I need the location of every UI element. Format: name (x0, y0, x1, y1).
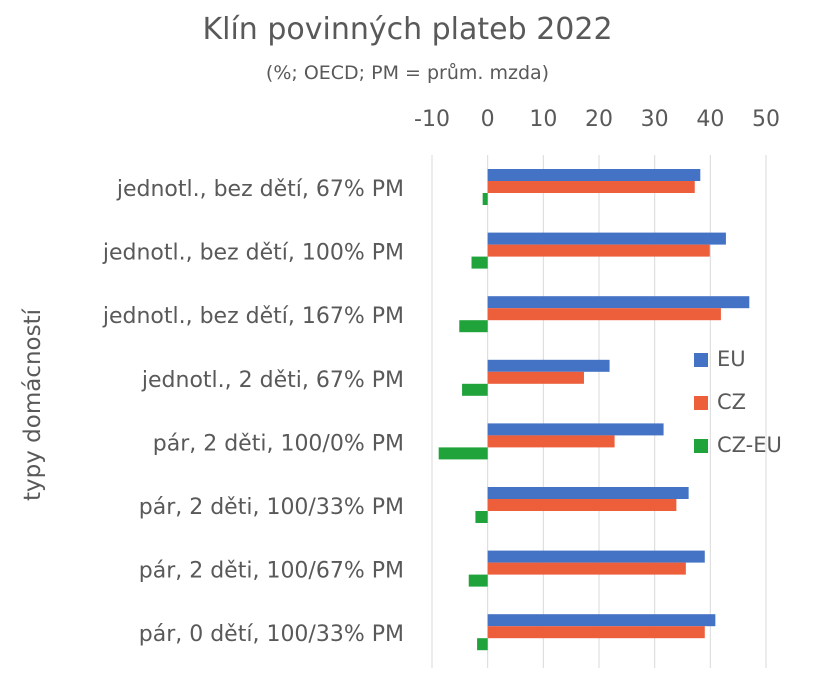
legend-label: CZ-EU (717, 433, 782, 457)
category-label: pár, 2 děti, 100/0% PM (153, 431, 404, 456)
category-labels: jednotl., bez dětí, 67% PM jednotl., bez … (102, 177, 404, 647)
legend: EU CZ CZ-EU (694, 347, 782, 457)
legend-label: EU (717, 347, 746, 371)
bar-cz (487, 308, 721, 321)
legend-swatch (694, 396, 708, 410)
x-tick-label: -10 (414, 107, 450, 132)
bar-cz (487, 371, 584, 384)
category-label: jednotl., 2 děti, 67% PM (141, 368, 404, 393)
bar-cz-eu (471, 256, 488, 269)
x-tick-label: 40 (696, 107, 724, 132)
x-tick-label: 10 (529, 107, 557, 132)
category-label: pár, 2 děti, 100/67% PM (139, 559, 404, 584)
bar-eu (487, 232, 726, 245)
bar-eu (487, 423, 664, 436)
bar-cz-eu (477, 638, 488, 651)
bar-cz (487, 181, 695, 193)
category-label: pár, 2 děti, 100/33% PM (139, 495, 404, 520)
x-axis-ticks: -10 0 10 20 30 40 50 (414, 107, 780, 132)
chart-title: Klín povinných plateb 2022 (202, 12, 613, 47)
bar-cz-eu (462, 383, 488, 396)
x-tick-label: 20 (585, 107, 613, 132)
legend-swatch (694, 439, 708, 453)
x-tick-label: 50 (752, 107, 780, 132)
bar-cz (487, 626, 705, 639)
chart-subtitle: (%; OECD; PM = prům. mzda) (265, 62, 550, 84)
bar-eu (487, 296, 750, 309)
bar-cz (487, 435, 615, 448)
bar-cz-eu (468, 574, 488, 587)
bar-cz-eu (438, 447, 488, 460)
y-axis-label: typy domácností (20, 308, 46, 501)
bar-eu (487, 614, 716, 627)
gridlines (431, 155, 767, 668)
bar-cz-eu (475, 511, 488, 523)
category-label: jednotl., bez dětí, 67% PM (116, 177, 404, 202)
bar-cz (487, 244, 710, 257)
legend-swatch (694, 353, 708, 367)
bar-cz (487, 499, 677, 511)
bar-cz (487, 562, 686, 575)
bars (438, 169, 750, 651)
category-label: jednotl., bez dětí, 167% PM (102, 304, 404, 329)
bar-eu (487, 169, 701, 181)
category-label: jednotl., bez dětí, 100% PM (102, 241, 404, 266)
bar-eu (487, 550, 705, 563)
bar-eu (487, 487, 689, 499)
legend-label: CZ (717, 390, 746, 414)
category-label: pár, 0 dětí, 100/33% PM (139, 622, 404, 647)
bar-eu (487, 359, 610, 372)
bar-cz-eu (482, 193, 488, 205)
bar-cz-eu (459, 320, 488, 333)
x-tick-label: 30 (641, 107, 669, 132)
x-tick-label: 0 (481, 107, 495, 132)
